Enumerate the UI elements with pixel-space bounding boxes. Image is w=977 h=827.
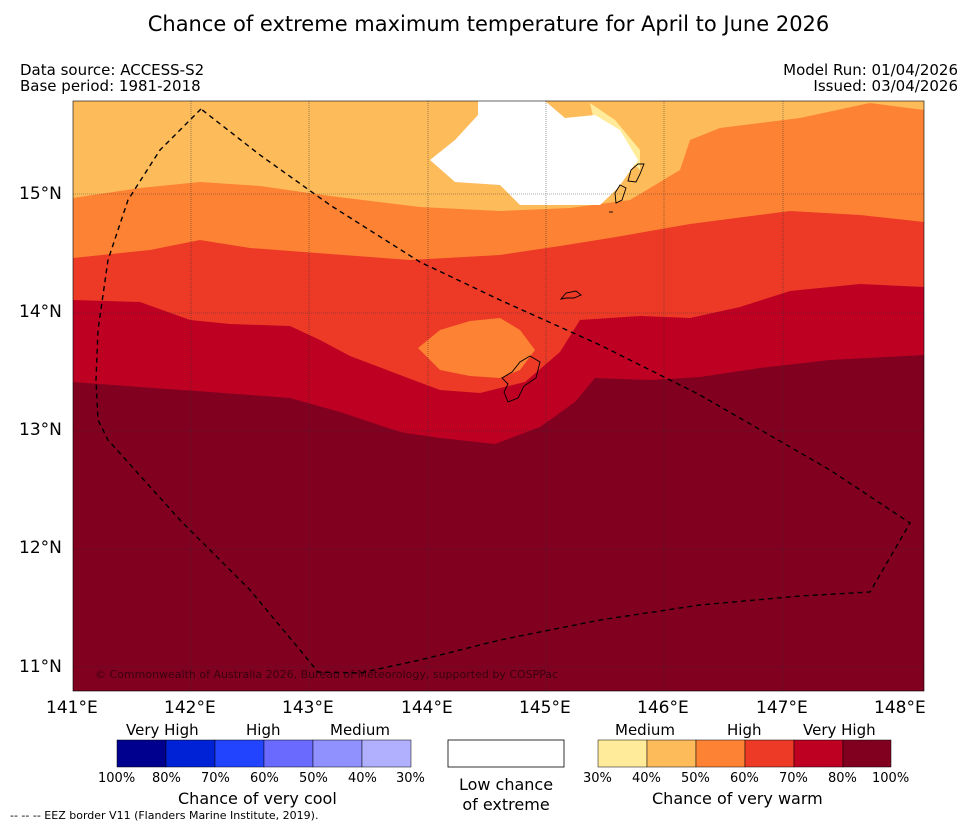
rota-island [559, 290, 582, 300]
lon-label: 141°E [46, 698, 98, 718]
warm-tick: 60% [730, 771, 759, 786]
data-source: Data source: ACCESS-S2 [20, 61, 205, 79]
low-chance-label: Low chance [458, 775, 554, 794]
lon-label: 144°E [401, 698, 453, 718]
warm-tick: 100% [872, 771, 910, 786]
base-period: Base period: 1981-2018 [20, 77, 201, 95]
warm-tick: 80% [828, 771, 857, 786]
patch-50-60 [418, 318, 535, 378]
warm-level-label: Medium [615, 721, 675, 739]
warm-swatch-70-80 [793, 739, 844, 768]
lon-label: 142°E [164, 698, 216, 718]
cool-tick: 100% [98, 771, 136, 786]
low-chance-label: of extreme [462, 795, 550, 814]
lat-label: 12°N [19, 538, 62, 558]
lat-label: 13°N [19, 420, 62, 440]
warm-swatch-30-40 [597, 739, 648, 768]
warm-swatch-50-60 [695, 739, 746, 768]
lat-label: 11°N [19, 657, 62, 677]
cool-caption: Chance of very cool [178, 789, 337, 808]
warm-level-label: High [727, 721, 762, 739]
cool-level-label: Very High [126, 721, 199, 739]
cool-swatch-50-60 [263, 739, 314, 768]
band-80-100 [73, 355, 924, 691]
eez-footnote: -- -- -- EEZ border V11 (Flanders Marine… [10, 809, 319, 822]
island-outlines [501, 163, 645, 403]
low-chance-region [430, 101, 638, 205]
lon-label: 146°E [637, 698, 689, 718]
warm-tick: 50% [681, 771, 710, 786]
guam-island [501, 355, 541, 403]
low-chance-swatch [447, 739, 565, 768]
cool-swatch-80-100 [116, 739, 167, 768]
copyright-notice: © Commonwealth of Australia 2026, Bureau… [95, 668, 559, 681]
lon-label: 148°E [874, 698, 926, 718]
cool-swatch-30-40 [361, 739, 412, 768]
cool-tick: 60% [250, 771, 279, 786]
cool-level-label: High [246, 721, 281, 739]
warm-tick: 40% [632, 771, 661, 786]
lat-label: 15°N [19, 184, 62, 204]
probability-map [73, 101, 924, 691]
cool-tick: 50% [299, 771, 328, 786]
warm-level-label: Very High [803, 721, 876, 739]
cool-tick: 40% [348, 771, 377, 786]
cool-level-label: Medium [330, 721, 390, 739]
cool-swatch-40-50 [312, 739, 363, 768]
model-run: Model Run: 01/04/2026 [783, 61, 958, 79]
warm-tick: 30% [583, 771, 612, 786]
lon-label: 143°E [282, 698, 334, 718]
tinian-island [614, 184, 627, 204]
lon-label: 147°E [756, 698, 808, 718]
cool-tick: 80% [152, 771, 181, 786]
lon-label: 145°E [519, 698, 571, 718]
warm-tick: 70% [779, 771, 808, 786]
cool-tick: 30% [396, 771, 425, 786]
eez-border [95, 108, 911, 674]
cool-swatch-70-80 [165, 739, 216, 768]
warm-swatch-40-50 [646, 739, 697, 768]
graticule [73, 101, 924, 691]
warm-caption: Chance of very warm [652, 789, 823, 808]
map-title: Chance of extreme maximum temperature fo… [147, 12, 830, 36]
issued-date: Issued: 03/04/2026 [813, 77, 958, 95]
saipan-island [627, 163, 645, 183]
legend-warm-bar [597, 739, 892, 768]
warm-swatch-60-70 [744, 739, 795, 768]
map-frame [72, 100, 925, 692]
legend-cool-bar [116, 739, 412, 768]
lat-label: 14°N [19, 302, 62, 322]
cool-tick: 70% [201, 771, 230, 786]
cool-swatch-60-70 [214, 739, 265, 768]
warm-swatch-80-100 [842, 739, 892, 768]
